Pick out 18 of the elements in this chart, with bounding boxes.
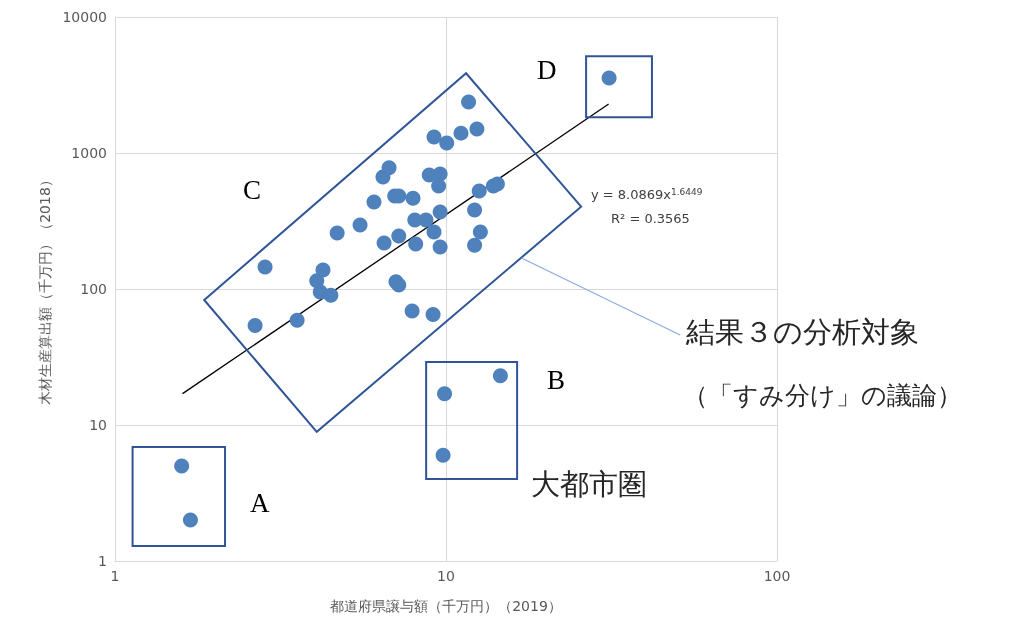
y-axis-title: 木材生産算出額（千万円）（2018） bbox=[36, 173, 53, 405]
y-tick-label: 1000 bbox=[71, 145, 107, 161]
x-tick-label: 100 bbox=[763, 568, 791, 584]
x-tick-label: 1 bbox=[110, 568, 120, 584]
annotation: R² = 0.3565 bbox=[611, 211, 690, 227]
y-tick-label: 10000 bbox=[62, 9, 107, 25]
annotation: B bbox=[547, 365, 566, 396]
annotation: C bbox=[243, 175, 262, 206]
y-tick-label: 1 bbox=[98, 553, 107, 569]
annotation: D bbox=[537, 55, 557, 86]
annotation: 結果３の分析対象 bbox=[685, 315, 919, 350]
annotation: （「すみ分け」の議論） bbox=[683, 381, 962, 410]
y-tick-label: 100 bbox=[80, 281, 107, 297]
annotation: 大都市圏 bbox=[531, 467, 647, 502]
x-tick-label: 10 bbox=[437, 568, 455, 584]
x-axis-title: 都道府県譲与額（千万円）（2019） bbox=[330, 598, 562, 614]
y-tick-label: 10 bbox=[89, 417, 107, 433]
annotation: A bbox=[250, 488, 270, 519]
